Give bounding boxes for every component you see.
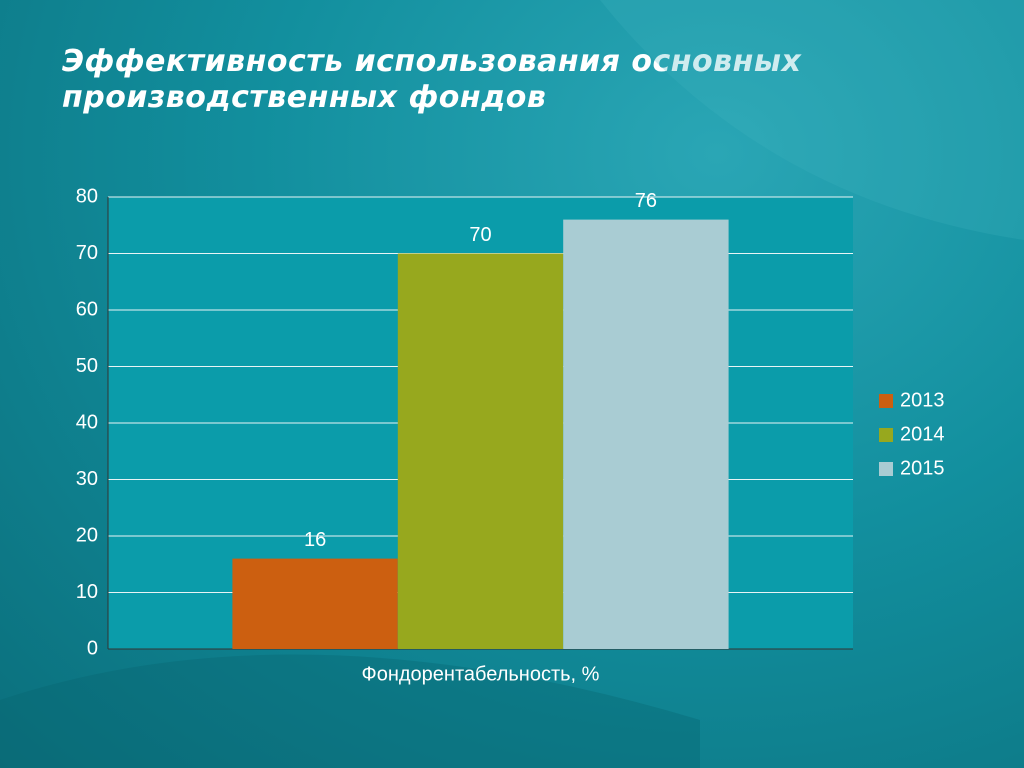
bar — [397, 253, 564, 649]
y-tick-label: 80 — [76, 185, 98, 207]
y-tick-label: 0 — [87, 637, 98, 659]
decor — [0, 654, 700, 768]
y-tick-label: 50 — [76, 355, 98, 377]
y-tick-label: 20 — [76, 524, 98, 546]
legend-swatch — [879, 462, 893, 476]
y-tick-label: 70 — [76, 242, 98, 264]
data-label: 76 — [635, 190, 657, 212]
legend-label: 2013 — [900, 389, 945, 411]
legend-label: 2014 — [900, 423, 945, 445]
legend-swatch — [879, 394, 893, 408]
x-tick-label: Фондорентабельность, % — [362, 663, 600, 685]
y-tick-label: 40 — [76, 411, 98, 433]
data-label: 16 — [304, 529, 326, 551]
bar — [232, 558, 398, 649]
y-tick-label: 30 — [76, 468, 98, 490]
bar — [563, 219, 729, 649]
y-tick-label: 10 — [76, 581, 98, 603]
decor — [600, 0, 1024, 240]
y-tick-label: 60 — [76, 298, 98, 320]
legend-swatch — [879, 428, 893, 442]
slide-title: Эффективность использования основных про… — [62, 44, 802, 115]
legend-label: 2015 — [900, 457, 945, 479]
data-label: 70 — [469, 224, 491, 246]
